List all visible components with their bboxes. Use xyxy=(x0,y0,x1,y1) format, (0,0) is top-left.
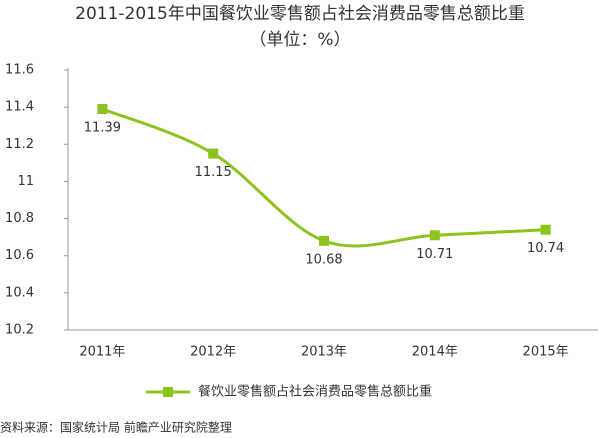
point xyxy=(429,230,440,241)
data-label: 10.68 xyxy=(305,252,342,267)
chart-title: 2011-2015年中国餐饮业零售额占社会消费品零售总额比重 xyxy=(75,4,525,24)
x-tick-label: 2012年 xyxy=(190,345,236,360)
line xyxy=(101,107,546,248)
y-tick-label: 11.4 xyxy=(5,100,34,115)
legend-label: 餐饮业零售额占社会消费品零售总额比重 xyxy=(198,384,432,400)
y-tick-label: 10.2 xyxy=(5,323,34,338)
y-tick-label: 10.6 xyxy=(5,248,34,263)
x-tick-label: 2013年 xyxy=(301,345,347,360)
y-tick-label: 10.8 xyxy=(5,211,34,226)
y-tick-label: 11 xyxy=(17,174,34,189)
point xyxy=(97,104,108,114)
data-label: 10.71 xyxy=(416,247,453,262)
data-label: 10.74 xyxy=(527,241,564,256)
chart-subtitle: （单位：%） xyxy=(249,30,350,50)
y-tick-label: 10.4 xyxy=(5,285,34,300)
data-label: 11.15 xyxy=(195,165,232,180)
data-label: 11.39 xyxy=(84,121,121,136)
x-tick-label: 2011年 xyxy=(79,345,125,360)
x-tick-label: 2014年 xyxy=(412,345,458,360)
point xyxy=(540,224,551,235)
y-tick-label: 11.2 xyxy=(5,137,34,152)
point xyxy=(208,148,219,159)
point xyxy=(319,235,329,246)
y-tick-label: 11.6 xyxy=(5,63,34,78)
source-note: 资料来源：国家统计局 前瞻产业研究院整理 xyxy=(0,420,232,435)
x-tick-label: 2015年 xyxy=(523,345,569,360)
legend-marker xyxy=(163,387,173,397)
